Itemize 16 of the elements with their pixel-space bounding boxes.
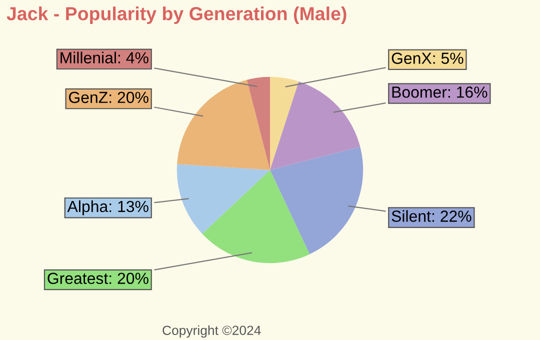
slice-label: Alpha: 13%	[67, 200, 148, 216]
chart-title: Jack - Popularity by Generation (Male)	[6, 6, 346, 24]
pie-slice	[176, 164, 270, 234]
pie-slice	[270, 146, 364, 254]
pie-slice	[246, 76, 270, 170]
pie-slice	[202, 170, 310, 264]
pie-slice	[177, 80, 270, 170]
slice-label: GenZ: 20%	[68, 92, 148, 104]
slice-label: Millenial: 4%	[60, 52, 148, 64]
slice-label: Silent: 22%	[392, 210, 472, 222]
slice-label: GenX: 5%	[392, 52, 464, 64]
pie-slice	[270, 76, 299, 170]
text: Copyright ©2024	[162, 325, 261, 338]
pie-slice	[270, 81, 360, 170]
slice-label: Greatest: 20%	[48, 272, 148, 284]
slice-label: Boomer: 16%	[392, 86, 488, 98]
